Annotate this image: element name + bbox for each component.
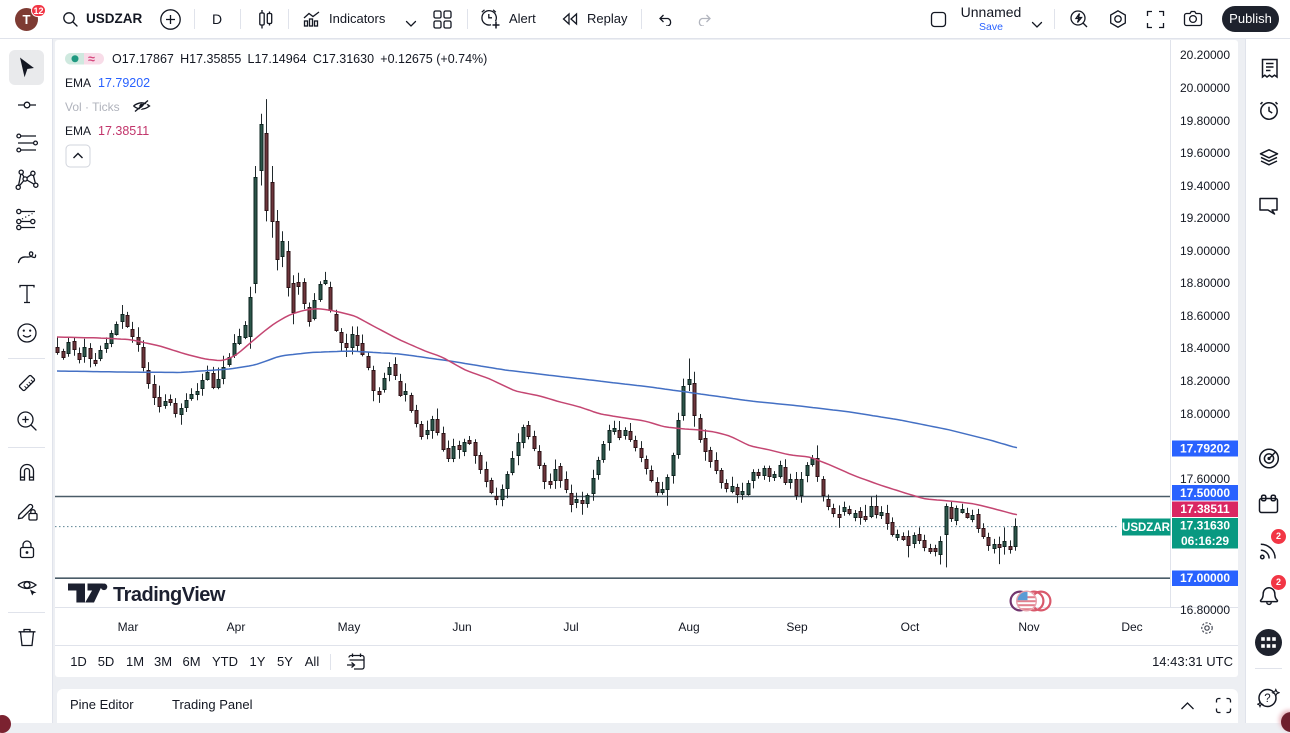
svg-text:17.79202: 17.79202 — [1180, 442, 1230, 456]
svg-text:19.20000: 19.20000 — [1180, 211, 1230, 225]
svg-text:06:16:29: 06:16:29 — [1181, 534, 1229, 548]
svg-text:Jun: Jun — [452, 620, 471, 634]
svg-text:Dec: Dec — [1121, 620, 1142, 634]
svg-text:≈: ≈ — [88, 52, 95, 66]
svg-text:Apr: Apr — [227, 620, 246, 634]
svg-text:Sep: Sep — [786, 620, 808, 634]
svg-text:Aug: Aug — [678, 620, 699, 634]
svg-text:20.20000: 20.20000 — [1180, 48, 1230, 62]
svg-text:USDZAR: USDZAR — [1122, 522, 1171, 534]
svg-text:Mar: Mar — [118, 620, 139, 634]
svg-text:Jul: Jul — [563, 620, 578, 634]
svg-text:May: May — [338, 620, 361, 634]
svg-text:17.31630: 17.31630 — [1180, 519, 1230, 533]
svg-text:18.00000: 18.00000 — [1180, 407, 1230, 421]
svg-text:EMA: EMA — [65, 76, 91, 90]
svg-text:19.00000: 19.00000 — [1180, 244, 1230, 258]
svg-text:Oct: Oct — [901, 620, 920, 634]
svg-text:17.60000: 17.60000 — [1180, 472, 1230, 486]
svg-text:17.38511: 17.38511 — [1180, 502, 1230, 516]
svg-text:20.00000: 20.00000 — [1180, 81, 1230, 95]
svg-text:16.80000: 16.80000 — [1180, 603, 1230, 617]
svg-text:O17.17867 H17.35855 L17.14964: O17.17867 H17.35855 L17.14964 C17.31630 … — [112, 52, 487, 66]
svg-text:18.40000: 18.40000 — [1180, 341, 1230, 355]
svg-text:TradingView: TradingView — [113, 584, 226, 606]
svg-text:18.60000: 18.60000 — [1180, 309, 1230, 323]
svg-text:EMA: EMA — [65, 124, 91, 138]
svg-text:18.80000: 18.80000 — [1180, 276, 1230, 290]
svg-text:Vol · Ticks: Vol · Ticks — [65, 100, 120, 114]
svg-text:19.80000: 19.80000 — [1180, 114, 1230, 128]
svg-text:?: ? — [1264, 693, 1270, 705]
svg-text:Nov: Nov — [1018, 620, 1039, 634]
svg-text:19.60000: 19.60000 — [1180, 146, 1230, 160]
svg-text:17.00000: 17.00000 — [1180, 571, 1230, 585]
svg-text:18.20000: 18.20000 — [1180, 374, 1230, 388]
svg-text:17.38511: 17.38511 — [98, 124, 149, 138]
svg-text:19.40000: 19.40000 — [1180, 179, 1230, 193]
svg-text:17.50000: 17.50000 — [1180, 486, 1230, 500]
svg-text:17.79202: 17.79202 — [98, 76, 150, 90]
